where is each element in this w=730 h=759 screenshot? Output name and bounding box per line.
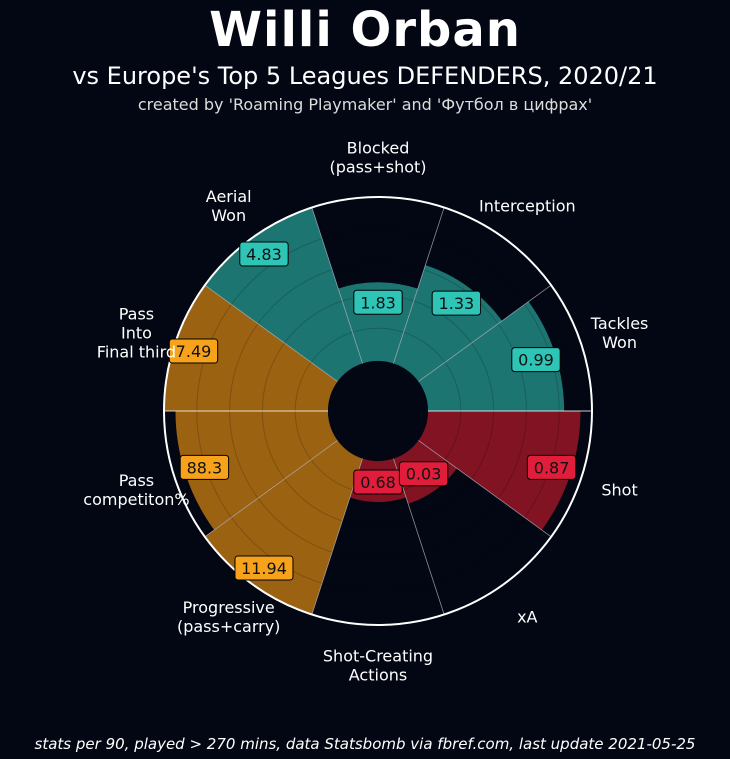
category-label-0: Tackles Won xyxy=(590,314,649,352)
bar-5 xyxy=(175,411,338,531)
outer-circle xyxy=(163,196,593,626)
category-label-line: Blocked xyxy=(347,139,410,158)
category-label-8: xA xyxy=(517,607,537,626)
category-label-line: competiton% xyxy=(83,490,189,509)
value-label-5: 88.3 xyxy=(187,458,223,477)
chart-title: Willi Orban xyxy=(209,2,521,58)
category-label-line: Final third xyxy=(97,343,176,362)
value-label-8: 0.03 xyxy=(406,465,442,484)
category-label-line: Progressive xyxy=(183,598,275,617)
value-label-box-3 xyxy=(239,241,289,267)
category-label-1: Interception xyxy=(479,197,576,216)
category-label-line: (pass+carry) xyxy=(177,617,280,636)
category-label-7: Shot-Creating Actions xyxy=(323,647,433,685)
chart-credit: created by 'Roaming Playmaker' and 'Футб… xyxy=(137,95,593,114)
value-label-box-8 xyxy=(398,461,449,487)
value-label-box-0 xyxy=(511,347,561,373)
category-label-line: Won xyxy=(602,333,637,352)
value-label-9: 0.87 xyxy=(534,458,570,477)
value-label-box-4 xyxy=(168,338,219,364)
category-label-3: Aerial Won xyxy=(206,187,252,225)
category-label-2: Blocked (pass+shot) xyxy=(329,139,426,177)
category-label-line: Aerial xyxy=(206,187,252,206)
category-label-line: Actions xyxy=(349,666,407,685)
chart-subtitle: vs Europe's Top 5 Leagues DEFENDERS, 202… xyxy=(72,62,658,90)
category-label-9: Shot xyxy=(601,480,637,499)
chart-footer: stats per 90, played > 270 mins, data St… xyxy=(34,735,696,753)
spoke-6 xyxy=(204,440,338,538)
category-label-line: Tackles xyxy=(590,314,649,333)
inner-circle xyxy=(328,361,428,461)
category-label-line: xA xyxy=(517,607,537,626)
value-label-3: 4.83 xyxy=(246,245,282,264)
spoke-4 xyxy=(204,284,338,382)
category-label-line: Won xyxy=(211,206,246,225)
spoke-1 xyxy=(418,284,552,382)
value-label-box-5 xyxy=(179,454,230,480)
value-label-box-6 xyxy=(234,555,294,581)
value-label-box-1 xyxy=(431,290,482,316)
value-label-6: 11.94 xyxy=(241,559,287,578)
bar-0 xyxy=(418,301,565,411)
spoke-2 xyxy=(393,207,445,364)
category-label-5: Pass competiton% xyxy=(83,471,189,509)
category-label-4: Pass Into Final third xyxy=(97,305,176,362)
category-label-line: (pass+shot) xyxy=(329,158,426,177)
category-label-line: Shot xyxy=(601,480,637,499)
spoke-3 xyxy=(311,207,363,364)
value-label-box-2 xyxy=(353,289,403,315)
value-label-2: 1.83 xyxy=(360,293,396,312)
category-label-line: Shot-Creating xyxy=(323,647,433,666)
value-label-0: 0.99 xyxy=(518,351,554,370)
spoke-9 xyxy=(418,440,552,538)
category-label-line: Pass xyxy=(119,305,154,324)
bar-4 xyxy=(164,285,338,411)
value-label-1: 1.33 xyxy=(439,294,475,313)
value-label-4: 7.49 xyxy=(176,342,212,361)
value-label-box-9 xyxy=(526,454,577,480)
category-label-line: Interception xyxy=(479,197,576,216)
value-label-7: 0.68 xyxy=(360,473,396,492)
bar-9 xyxy=(418,411,581,531)
category-label-6: Progressive (pass+carry) xyxy=(177,598,280,636)
category-label-line: Pass xyxy=(119,471,154,490)
category-label-line: Into xyxy=(121,324,152,343)
